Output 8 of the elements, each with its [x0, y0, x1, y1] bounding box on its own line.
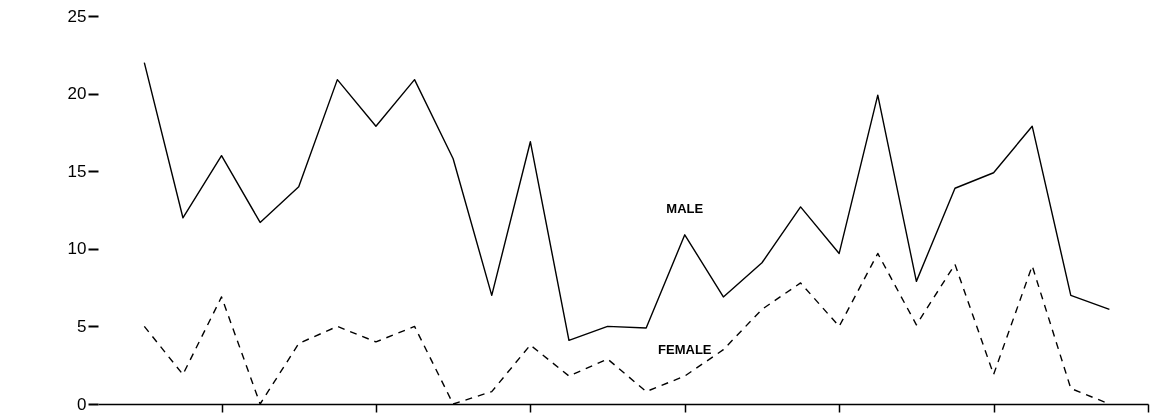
y-tick-label: 0 — [77, 394, 87, 414]
series-label: FEMALE — [658, 342, 712, 358]
y-tick-label: 15 — [67, 161, 87, 181]
text: MALE — [666, 200, 704, 216]
y-tick-label: 20 — [67, 84, 87, 104]
y-tick-label: 10 — [67, 239, 87, 259]
y-tick-label: 5 — [77, 316, 87, 336]
y-tick-label: 25 — [67, 6, 87, 26]
